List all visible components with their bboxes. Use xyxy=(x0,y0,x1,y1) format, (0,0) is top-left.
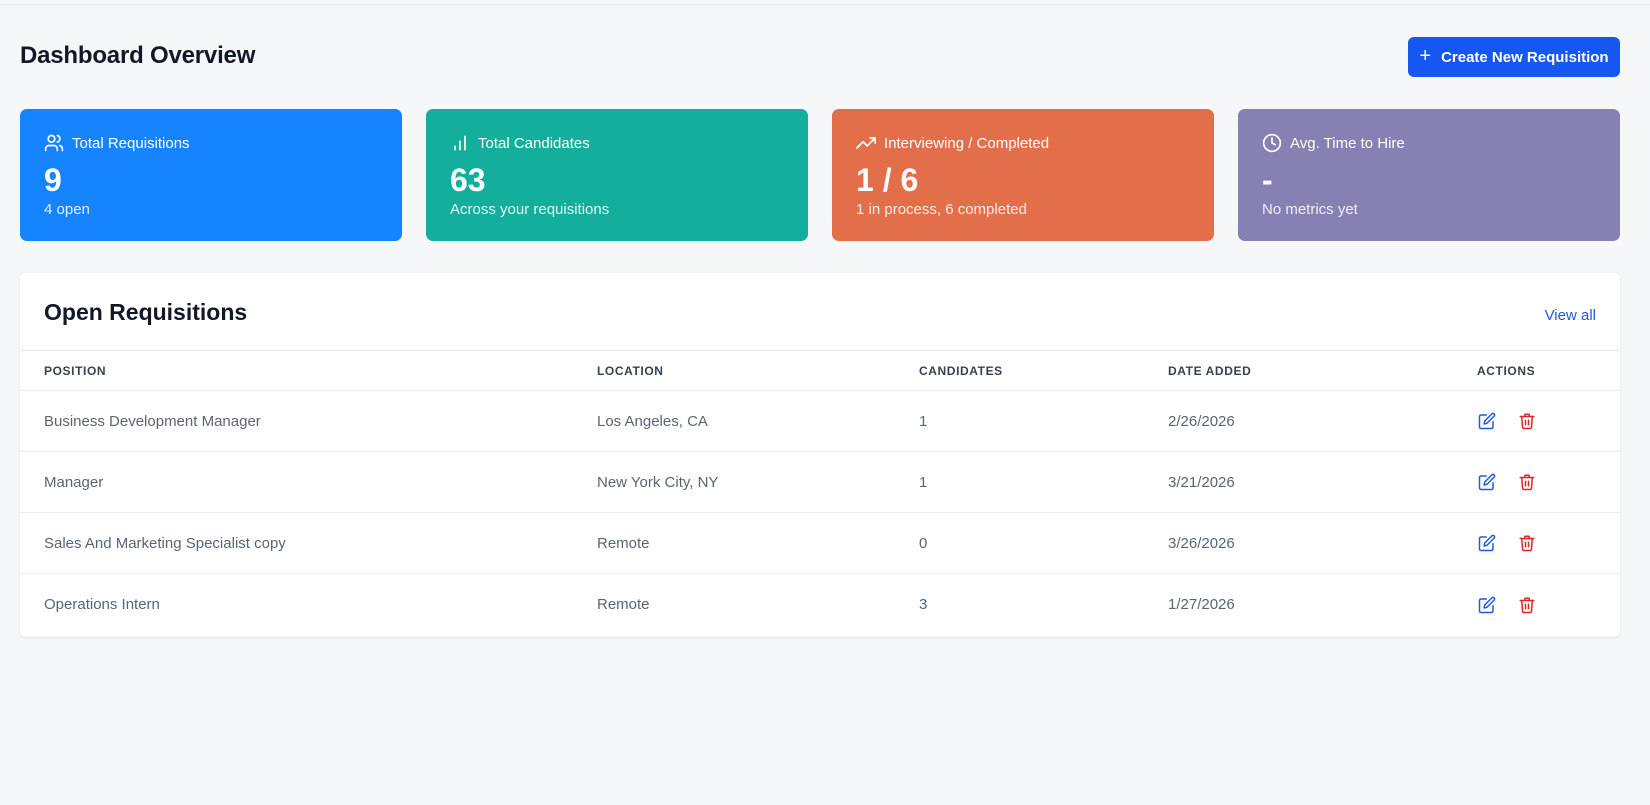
clock-icon xyxy=(1262,133,1282,153)
cell-position: Sales And Marketing Specialist copy xyxy=(44,534,286,552)
table-row[interactable]: Business Development Manager Los Angeles… xyxy=(20,391,1620,452)
row-actions xyxy=(1477,452,1537,512)
stat-label: Total Requisitions xyxy=(72,134,190,152)
table-row[interactable]: Operations Intern Remote 3 1/27/2026 xyxy=(20,574,1620,635)
cell-location: Remote xyxy=(597,534,650,552)
trash-icon xyxy=(1519,474,1535,491)
stat-value: 9 xyxy=(44,162,62,198)
cell-date-added: 1/27/2026 xyxy=(1168,596,1235,613)
users-icon xyxy=(44,134,64,152)
stat-card-total-requisitions: Total Requisitions 9 4 open xyxy=(20,109,402,241)
stat-subtext: Across your requisitions xyxy=(450,201,610,218)
edit-button[interactable] xyxy=(1477,595,1497,615)
cell-position: Manager xyxy=(44,473,104,491)
cell-candidates: 1 xyxy=(919,412,928,430)
plus-icon: + xyxy=(1419,45,1432,67)
open-requisitions-panel: Open Requisitions View all POSITION LOCA… xyxy=(20,273,1620,637)
cell-candidates: 3 xyxy=(919,596,928,613)
table-row[interactable]: Manager New York City, NY 1 3/21/2026 xyxy=(20,452,1620,513)
stat-subtext: 4 open xyxy=(44,201,90,218)
cell-location: New York City, NY xyxy=(597,473,719,491)
table-header: POSITION LOCATION CANDIDATES DATE ADDED … xyxy=(20,351,1620,391)
requisitions-table: POSITION LOCATION CANDIDATES DATE ADDED … xyxy=(20,351,1620,635)
stat-label: Total Candidates xyxy=(478,134,590,152)
edit-icon xyxy=(1478,596,1496,613)
stat-value: 63 xyxy=(450,162,486,198)
row-actions xyxy=(1477,513,1537,573)
delete-button[interactable] xyxy=(1517,533,1537,553)
cell-location: Remote xyxy=(597,596,650,613)
panel-header: Open Requisitions View all xyxy=(20,273,1620,351)
stat-subtext: 1 in process, 6 completed xyxy=(856,201,1027,218)
trash-icon xyxy=(1519,413,1535,430)
edit-button[interactable] xyxy=(1477,411,1497,431)
column-header-location: LOCATION xyxy=(597,363,664,378)
stat-value: 1 / 6 xyxy=(856,162,919,198)
edit-button[interactable] xyxy=(1477,533,1497,553)
delete-button[interactable] xyxy=(1517,411,1537,431)
top-divider xyxy=(0,4,1650,5)
delete-button[interactable] xyxy=(1517,472,1537,492)
cell-date-added: 3/26/2026 xyxy=(1168,534,1235,552)
delete-button[interactable] xyxy=(1517,595,1537,615)
stat-card-total-candidates: Total Candidates 63 Across your requisit… xyxy=(426,109,808,241)
cell-position: Operations Intern xyxy=(44,596,160,613)
trending-up-icon xyxy=(856,137,876,149)
cell-date-added: 3/21/2026 xyxy=(1168,473,1235,491)
cell-candidates: 1 xyxy=(919,473,928,491)
column-header-candidates: CANDIDATES xyxy=(919,363,1003,378)
panel-title: Open Requisitions xyxy=(44,299,248,325)
cell-location: Los Angeles, CA xyxy=(597,412,708,430)
create-requisition-button[interactable]: + Create New Requisition xyxy=(1408,37,1620,77)
column-header-position: POSITION xyxy=(44,363,107,378)
row-actions xyxy=(1477,574,1537,635)
trash-icon xyxy=(1519,597,1535,613)
stat-card-avg-time-to-hire: Avg. Time to Hire - No metrics yet xyxy=(1238,109,1620,241)
page-title: Dashboard Overview xyxy=(20,42,256,69)
column-header-date-added: DATE ADDED xyxy=(1168,363,1252,378)
edit-icon xyxy=(1478,534,1496,552)
trash-icon xyxy=(1519,535,1535,552)
view-all-link[interactable]: View all xyxy=(1544,307,1596,324)
stat-card-interviewing-completed: Interviewing / Completed 1 / 6 1 in proc… xyxy=(832,109,1214,241)
stat-label: Avg. Time to Hire xyxy=(1290,134,1405,152)
edit-icon xyxy=(1478,412,1496,430)
row-actions xyxy=(1477,391,1537,451)
stat-label: Interviewing / Completed xyxy=(884,134,1050,152)
cell-position: Business Development Manager xyxy=(44,412,261,430)
bar-chart-icon xyxy=(454,135,466,151)
stat-value: - xyxy=(1262,162,1273,198)
cell-date-added: 2/26/2026 xyxy=(1168,412,1235,430)
table-row[interactable]: Sales And Marketing Specialist copy Remo… xyxy=(20,513,1620,574)
column-header-actions: ACTIONS xyxy=(1477,363,1536,378)
create-requisition-label: Create New Requisition xyxy=(1441,48,1609,66)
stat-subtext: No metrics yet xyxy=(1262,201,1358,218)
edit-button[interactable] xyxy=(1477,472,1497,492)
cell-candidates: 0 xyxy=(919,534,928,552)
edit-icon xyxy=(1478,473,1496,491)
